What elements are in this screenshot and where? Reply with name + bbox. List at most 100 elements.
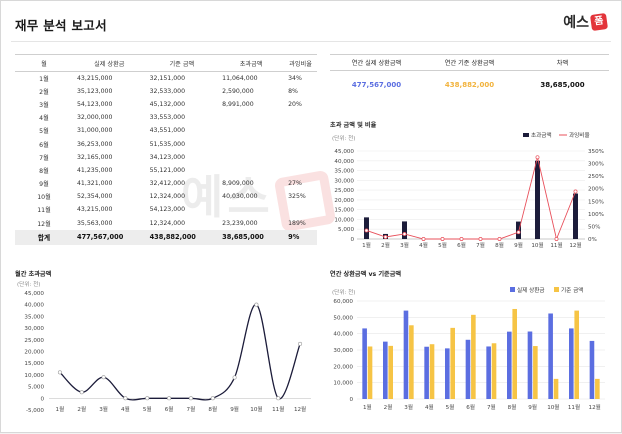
ratio-point [421,237,426,241]
y-tick-label: 0 [349,397,353,403]
y-tick-label: 45,000 [334,149,354,155]
table-cell: 35,123,000 [77,87,113,95]
y-tick-label: 0 [350,237,354,243]
table-cell: 32,412,000 [149,180,186,188]
table-cell: 55,121,000 [149,166,186,174]
table-cell: 33,553,000 [149,114,186,122]
x-tick-label: 11월 [272,405,284,413]
bar-actual [424,346,429,399]
table-cell: 4월 [39,115,49,123]
summary-label: 연간 기준 상환금액 [444,60,495,67]
brand-logo: 예스 폼 [563,11,609,33]
finance-table: 월 실제 상환금 기준 금액 초과금액 과잉비율 1월 43,215,000 32,151,… [15,54,317,245]
y-tick-label: 20,000 [24,350,44,356]
y2-tick-label: 350% [588,149,604,155]
table-cell: 32,000,000 [77,114,113,122]
y-tick-label: -5,000 [26,408,44,414]
x-tick-label: 12월 [589,403,601,411]
table-cell: 325% [288,193,306,201]
table-row: 11월 43,215,000 54,123,000 [15,203,317,216]
ratio-point [535,155,540,160]
table-header-row: 월 실제 상환금 기준 금액 초과금액 과잉비율 [15,54,317,72]
table-cell: 54,123,000 [149,206,186,214]
table-cell: 38,685,000 [218,229,285,245]
bar-actual [569,328,574,399]
bar-base [367,346,373,399]
x-tick-label: 2월 [381,241,390,249]
bar-base [429,344,435,399]
x-tick-label: 4월 [419,241,428,249]
chart3-unit: (단위: 천) [332,290,356,296]
legend-label: 초과금액 [531,131,552,139]
table-cell: 2월 [39,88,49,96]
table-cell: 23,239,000 [222,219,258,227]
table-row: 3월 54,123,000 45,132,000 8,991,000 20% [15,98,317,111]
y-tick-label: 35,000 [334,169,354,175]
column-header: 초과금액 [218,54,285,72]
data-point [101,375,106,380]
column-header: 과잉비율 [284,54,317,72]
y2-tick-label: 200% [588,187,604,193]
ratio-point [383,235,388,239]
x-tick-label: 9월 [514,241,523,249]
table-row: 1월 43,215,000 32,151,000 11,064,000 34% [15,72,317,85]
table-cell: 20% [288,100,302,108]
table-cell: 41,235,000 [77,166,113,174]
x-tick-label: 10월 [531,241,543,249]
ratio-point [364,228,369,233]
ratio-point [402,232,407,236]
table-cell: 477,567,000 [73,229,146,245]
ratio-point [573,189,578,194]
legend-swatch [523,133,529,137]
data-point [123,396,128,401]
bar-actual [465,339,471,399]
table-cell: 3월 [39,101,49,109]
table-cell: 8,909,000 [222,180,254,188]
x-tick-label: 6월 [457,241,466,249]
summary-value: 38,685,000 [540,81,585,89]
data-point [210,396,215,401]
y-tick-label: 45,000 [24,291,44,297]
table-cell: 189% [288,219,306,227]
table-cell: 9% [284,229,317,245]
y-tick-label: 25,000 [334,188,354,194]
table-cell: 1월 [39,75,49,83]
bar-base [553,378,559,399]
y-tick-label: 40,000 [334,159,354,165]
data-point [167,396,172,401]
data-point [188,396,193,401]
data-point [79,390,84,395]
table-cell: 합계 [15,229,73,245]
y-tick-label: 60,000 [333,299,353,305]
y-tick-label: 40,000 [24,303,44,309]
chart1-title: 초과 금액 및 비율 [330,122,377,129]
ratio-point [459,237,464,241]
bar-actual [548,313,553,399]
annual-summary: 연간 실제 상환금액 연간 기준 상환금액 차액 477,567,000 438,88… [330,54,609,89]
y-tick-label: 25,000 [24,338,44,344]
x-tick-label: 2월 [77,405,86,413]
bar-actual [589,340,595,399]
bar-base [533,346,538,399]
table-cell: 32,151,000 [149,74,186,82]
y-tick-label: 15,000 [334,208,354,214]
summary-value: 477,567,000 [351,81,402,89]
total-row: 합계 477,567,000 438,882,000 38,685,000 9% [15,229,317,245]
legend-swatch [554,287,559,292]
bar-base [491,343,497,399]
y2-tick-label: 300% [588,162,604,168]
table-cell: 51,535,000 [149,140,186,148]
table-cell: 11월 [37,207,51,215]
column-header: 기준 금액 [145,54,219,72]
bar-actual [383,341,388,399]
y-tick-label: 10,000 [333,381,353,387]
bar [573,193,578,239]
y2-tick-label: 250% [588,174,604,180]
table-row: 6월 36,253,000 51,535,000 [15,137,317,150]
y-tick-label: 5,000 [338,227,354,233]
x-tick-label: 1월 [56,405,65,413]
x-tick-label: 5월 [446,403,455,411]
bar-base [388,345,393,399]
table-row: 5월 31,000,000 43,551,000 [15,124,317,137]
